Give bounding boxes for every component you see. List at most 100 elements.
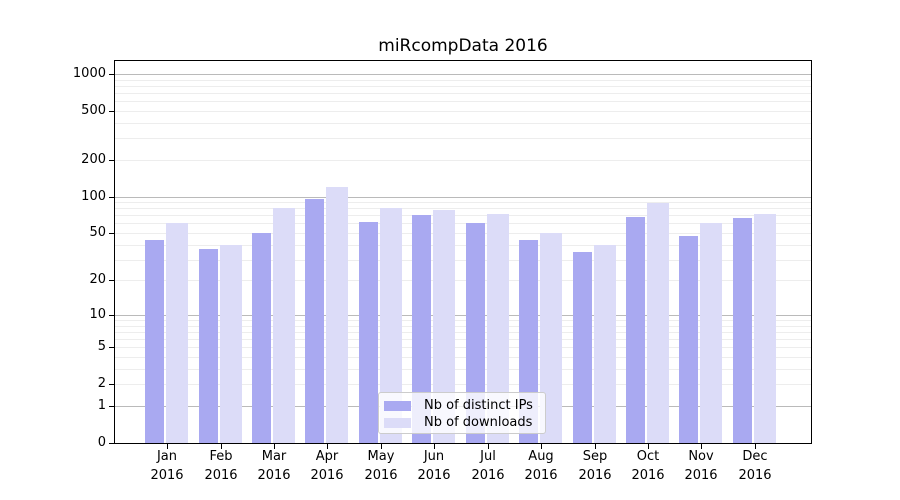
x-tick-label: May 2016 <box>353 447 409 485</box>
x-tick-month: May <box>367 449 395 464</box>
legend-label-downloads: Nb of downloads <box>424 415 533 430</box>
y-grid-line-minor <box>115 326 811 327</box>
y-tick-mark <box>109 111 114 112</box>
y-grid-line-minor <box>115 101 811 102</box>
x-tick-month: Sep <box>582 449 608 464</box>
x-tick-label: Apr 2016 <box>299 447 355 485</box>
y-grid-line-minor <box>115 320 811 321</box>
bar-distinct-ips <box>412 214 432 443</box>
legend-swatch-downloads-icon <box>384 417 411 428</box>
x-tick-year: 2016 <box>684 468 718 483</box>
y-grid-line-minor <box>115 215 811 216</box>
x-tick-year: 2016 <box>417 468 451 483</box>
x-tick-year: 2016 <box>578 468 612 483</box>
y-grid-line-minor <box>115 384 811 385</box>
x-tick-month: Jan <box>156 449 178 464</box>
x-tick-label: Oct 2016 <box>620 447 676 485</box>
y-tick-mark <box>109 443 114 444</box>
x-tick-year: 2016 <box>524 468 558 483</box>
bar-downloads <box>486 213 509 443</box>
x-tick-mark <box>701 444 702 449</box>
x-tick-mark <box>488 444 489 449</box>
x-tick-label: Jun 2016 <box>406 447 462 485</box>
x-tick-label: Mar 2016 <box>246 447 302 485</box>
x-tick-year: 2016 <box>150 468 184 483</box>
bar-distinct-ips <box>198 248 218 443</box>
y-grid-line-minor <box>115 86 811 87</box>
x-tick-mark <box>221 444 222 449</box>
y-tick-mark <box>109 280 114 281</box>
bar-downloads <box>379 207 402 443</box>
y-tick-mark <box>109 197 114 198</box>
legend-swatch-distinct-ips-icon <box>384 400 411 411</box>
bar-downloads <box>433 209 456 443</box>
x-tick-label: Jul 2016 <box>460 447 516 485</box>
y-tick-mark <box>109 160 114 161</box>
x-tick-label: Sep 2016 <box>567 447 623 485</box>
bar-distinct-ips <box>572 251 592 443</box>
y-grid-line-minor <box>115 80 811 81</box>
y-tick-label: 200 <box>81 152 106 167</box>
y-grid-line-minor <box>115 208 811 209</box>
y-grid-line-minor <box>115 260 811 261</box>
y-grid-line-minor <box>115 93 811 94</box>
chart-title: miRcompData 2016 <box>378 36 548 56</box>
legend-label-distinct-ips: Nb of distinct IPs <box>424 398 533 413</box>
bar-downloads <box>166 223 189 443</box>
y-grid-line-minor <box>115 138 811 139</box>
bar-downloads <box>593 244 616 443</box>
y-grid-line-major <box>115 74 811 75</box>
x-tick-mark <box>274 444 275 449</box>
y-tick-mark <box>109 406 114 407</box>
x-tick-mark <box>648 444 649 449</box>
y-tick-label: 500 <box>81 103 106 118</box>
bar-downloads <box>326 186 349 443</box>
y-grid-line-minor <box>115 347 811 348</box>
legend-item-distinct-ips: Nb of distinct IPs <box>384 397 545 414</box>
y-grid-line-minor <box>115 233 811 234</box>
x-tick-month: Feb <box>209 449 233 464</box>
y-tick-mark <box>109 315 114 316</box>
bar-distinct-ips <box>732 217 752 443</box>
y-tick-label: 100 <box>81 189 106 204</box>
x-tick-mark <box>381 444 382 449</box>
x-tick-year: 2016 <box>257 468 291 483</box>
y-tick-label: 50 <box>89 225 106 240</box>
x-tick-month: Jun <box>423 449 445 464</box>
y-grid-line-major <box>115 197 811 198</box>
legend: Nb of distinct IPs Nb of downloads <box>378 392 546 434</box>
bar-distinct-ips <box>145 239 165 443</box>
y-tick-label: 5 <box>97 339 106 354</box>
x-tick-month: Nov <box>688 449 714 464</box>
y-grid-line-minor <box>115 332 811 333</box>
bar-distinct-ips <box>252 233 272 443</box>
x-tick-mark <box>755 444 756 449</box>
bar-distinct-ips <box>679 236 699 443</box>
y-grid-line-minor <box>115 202 811 203</box>
plot-area <box>114 60 812 444</box>
x-tick-year: 2016 <box>204 468 238 483</box>
x-tick-label: Dec 2016 <box>727 447 783 485</box>
y-grid-line-minor <box>115 280 811 281</box>
x-tick-year: 2016 <box>310 468 344 483</box>
x-tick-month: Jul <box>480 449 496 464</box>
y-grid-line-minor <box>115 111 811 112</box>
y-tick-mark <box>109 233 114 234</box>
x-tick-month: Apr <box>315 449 339 464</box>
x-tick-year: 2016 <box>364 468 398 483</box>
x-tick-month: Dec <box>742 449 768 464</box>
bar-downloads <box>273 208 296 443</box>
y-grid-line-minor <box>115 339 811 340</box>
bar-downloads <box>540 233 563 443</box>
y-grid-line-minor <box>115 223 811 224</box>
legend-item-downloads: Nb of downloads <box>384 414 545 431</box>
y-tick-mark <box>109 74 114 75</box>
y-grid-line-major <box>115 315 811 316</box>
bar-downloads <box>219 244 242 443</box>
x-tick-year: 2016 <box>738 468 772 483</box>
y-grid-line-minor <box>115 245 811 246</box>
y-tick-label: 2 <box>97 376 106 391</box>
x-tick-label: Feb 2016 <box>193 447 249 485</box>
bar-distinct-ips <box>625 216 645 443</box>
